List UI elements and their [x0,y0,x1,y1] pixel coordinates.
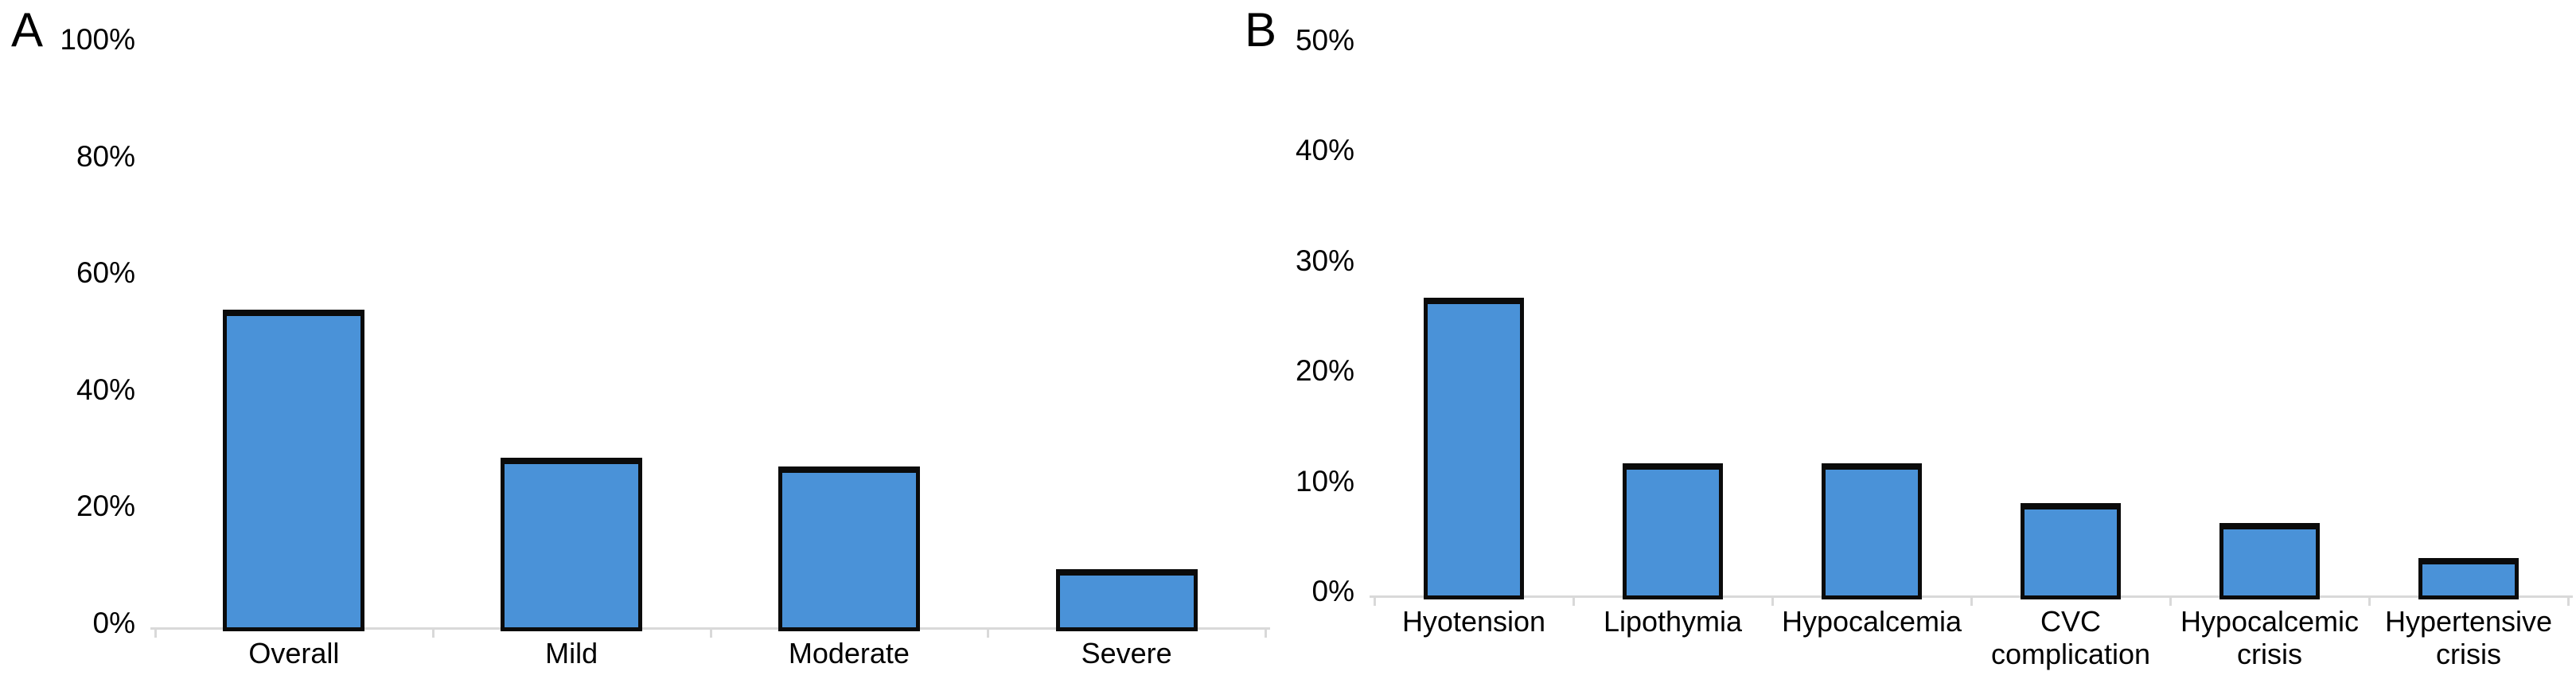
x-axis-tick [431,627,435,638]
x-category-label-cvc-complication: CVC complication [1990,605,2151,670]
x-category-label-hypocalcemia: Hypocalcemia [1781,605,1962,638]
x-axis-tick [1374,595,1376,606]
panel-label-b: B [1245,3,1277,57]
x-category-label-hypocalcemic-crisis: Hypocalcemic crisis [2180,605,2360,670]
bar-hypocalcemia [1822,463,1922,599]
x-axis-tick [154,627,157,638]
bar-mild [501,458,643,631]
x-category-label-moderate: Moderate [788,637,910,669]
bar-cvc-complication [2021,502,2121,599]
y-tick-label: 0% [1311,575,1354,607]
x-axis-tick [987,627,990,638]
y-tick-label: 30% [1295,244,1354,277]
x-category-label-severe: Severe [1081,637,1172,669]
y-tick-label: 40% [1295,134,1354,166]
x-axis-tick [1265,627,1267,638]
y-tick-label: 0% [92,607,135,639]
x-category-label-hyotension: Hyotension [1401,605,1546,638]
x-category-label-mild: Mild [545,637,598,669]
y-tick-label: 20% [76,490,135,523]
x-category-label-hypertensive-crisis: Hypertensive crisis [2384,605,2553,670]
x-axis-tick [2169,595,2172,606]
bar-hyotension [1424,298,1524,599]
y-tick-label: 10% [1295,464,1354,498]
bar-hypertensive-crisis [2418,557,2519,599]
x-category-label-overall: Overall [248,637,340,669]
y-tick-label: 60% [76,256,135,290]
y-tick-label: 80% [76,139,135,173]
bar-hypocalcemic-crisis [2219,522,2320,599]
bar-severe [1055,568,1198,631]
y-tick-label: 50% [1295,23,1354,57]
y-tick-label: 20% [1295,354,1354,387]
y-tick-label: 100% [60,23,135,56]
bar-lipothymia [1623,463,1723,599]
panel-label-a: A [11,3,44,57]
x-axis-tick [2368,595,2371,606]
x-axis-tick [2567,595,2570,606]
x-category-label-lipothymia: Lipothymia [1603,605,1743,638]
bar-moderate [777,466,920,631]
x-axis-tick [1970,595,1973,606]
x-axis-tick [709,627,712,638]
x-axis-tick [1771,595,1774,606]
y-tick-label: 40% [76,373,135,406]
x-axis-tick [1572,595,1575,606]
bar-overall [223,309,365,631]
